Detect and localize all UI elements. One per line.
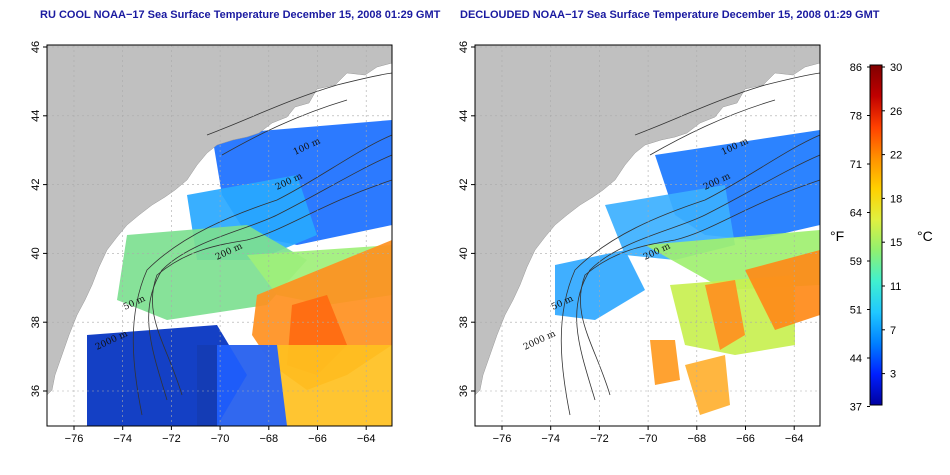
isobath-contour <box>649 99 776 156</box>
lat-tick-label: 40 <box>30 247 42 259</box>
lat-tick-label: 42 <box>458 178 470 190</box>
lon-tick-label: −66 <box>736 433 755 445</box>
map-frame <box>46 44 393 427</box>
lon-tick-label: −66 <box>308 433 327 445</box>
lon-tick-label: −74 <box>541 433 560 445</box>
land-mass <box>46 44 393 396</box>
celsius-unit: °C <box>917 228 933 244</box>
lon-tick-label: −72 <box>590 433 609 445</box>
isobath-contour <box>580 179 821 396</box>
colorbar-gradient <box>869 64 883 406</box>
celsius-tick-label: 26 <box>890 106 902 118</box>
isobath-contour <box>152 179 393 396</box>
sst-region <box>745 250 820 330</box>
lat-tick-label: 42 <box>30 178 42 190</box>
lon-tick-label: −76 <box>65 433 84 445</box>
fahrenheit-tick-label: 51 <box>850 305 862 317</box>
map-frame <box>474 44 821 427</box>
lon-tick-label: −70 <box>639 433 658 445</box>
lon-tick-label: −68 <box>687 433 706 445</box>
lon-tick-label: −70 <box>211 433 230 445</box>
fahrenheit-tick-label: 59 <box>850 256 862 268</box>
celsius-tick-label: 15 <box>890 237 902 249</box>
lat-tick-label: 46 <box>30 41 42 53</box>
lat-tick-label: 44 <box>30 110 42 122</box>
lon-tick-label: −64 <box>357 433 376 445</box>
lat-tick-label: 46 <box>458 41 470 53</box>
colorbar-canvas: 86 78 71 64 59 51 44 37 30 26 22 18 15 11 7 3 <box>850 62 903 414</box>
sst-region <box>87 325 247 426</box>
land-mass <box>474 44 821 396</box>
fahrenheit-tick-label: 78 <box>850 111 862 123</box>
lat-tick-label: 38 <box>458 316 470 328</box>
celsius-tick-label: 18 <box>890 193 902 205</box>
lat-tick-label: 36 <box>30 385 42 397</box>
fahrenheit-tick-label: 71 <box>850 159 862 171</box>
lon-tick-label: −76 <box>493 433 512 445</box>
sst-region <box>650 340 680 385</box>
sst-region <box>685 355 730 415</box>
lat-tick-label: 38 <box>30 316 42 328</box>
isobath-contour <box>634 72 821 136</box>
celsius-tick-label: 30 <box>890 62 902 74</box>
isobath-contour <box>560 134 821 416</box>
isobath-contour <box>148 154 393 401</box>
sst-map-declouded: 100 m 200 m 50 m 200 m 2000 m −76 −74 −72 −70 −68… <box>458 41 821 445</box>
fahrenheit-tick-label: 44 <box>850 353 862 365</box>
celsius-tick-label: 7 <box>890 325 896 337</box>
sst-region <box>705 280 745 350</box>
lon-tick-label: −74 <box>113 433 132 445</box>
isobath-contour <box>132 134 393 416</box>
lon-tick-label: −64 <box>785 433 804 445</box>
celsius-tick-label: 3 <box>890 369 896 381</box>
celsius-tick-label: 11 <box>890 281 901 293</box>
colorbar: 86 78 71 64 59 51 44 37 30 26 22 18 15 11 7 3 <box>830 60 950 420</box>
isobath-contour <box>221 99 348 156</box>
panel-title-raw: RU COOL NOAA−17 Sea Surface Temperature … <box>40 9 441 21</box>
isobath-contour <box>206 72 393 136</box>
fahrenheit-unit: °F <box>830 228 845 244</box>
fahrenheit-tick-label: 37 <box>850 402 862 414</box>
lat-tick-label: 40 <box>458 247 470 259</box>
fahrenheit-tick-label: 64 <box>850 208 862 220</box>
lon-tick-label: −68 <box>259 433 278 445</box>
sst-region <box>217 345 287 426</box>
lat-tick-label: 44 <box>458 110 470 122</box>
isobath-contour <box>576 154 821 401</box>
lon-tick-label: −72 <box>162 433 181 445</box>
fahrenheit-tick-label: 86 <box>850 62 862 74</box>
lat-tick-label: 36 <box>458 385 470 397</box>
panel-title-declouded: DECLOUDED NOAA−17 Sea Surface Temperatur… <box>460 9 880 21</box>
celsius-tick-label: 22 <box>890 150 902 162</box>
sst-map-raw: 100 m 200 m 50 m 200 m 2000 m −76 −74 −72 −70 −68… <box>30 41 393 445</box>
